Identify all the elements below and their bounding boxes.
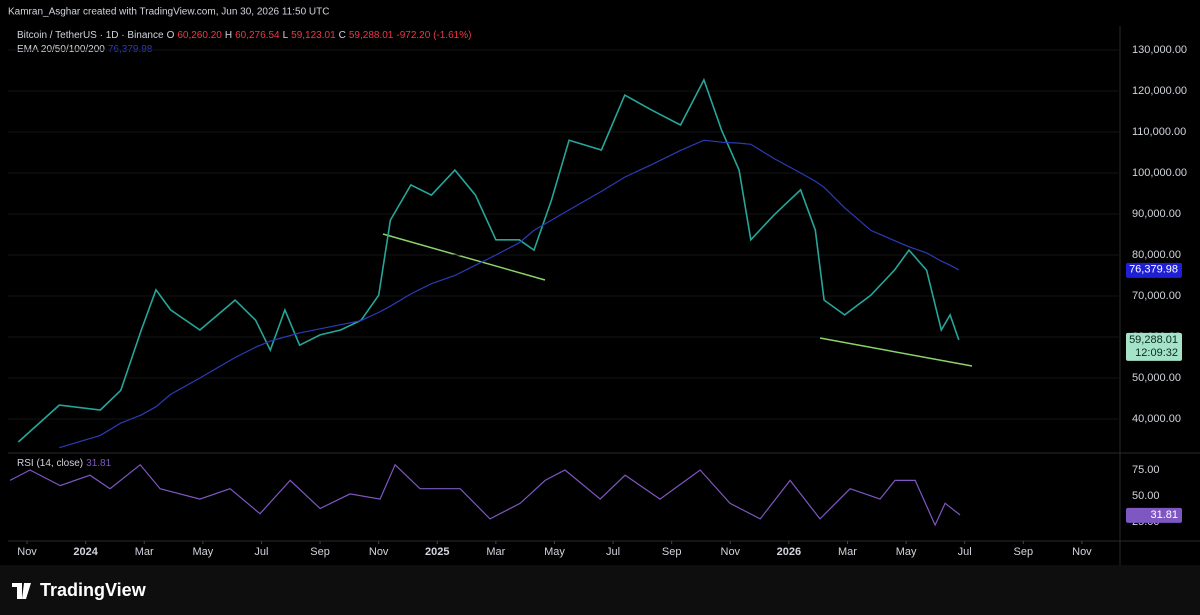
series-line <box>17 77 960 443</box>
x-tick-label: Jul <box>958 546 972 558</box>
open-label: O <box>167 30 175 41</box>
high-label: H <box>225 30 232 41</box>
y-tick-label: 50,000.00 <box>1132 372 1181 384</box>
close-label: C <box>339 30 346 41</box>
trendline <box>382 233 546 281</box>
high-value: 60,276.54 <box>235 30 280 41</box>
x-tick-label: Nov <box>721 546 741 558</box>
trendline <box>819 337 973 367</box>
y-tick-label: 70,000.00 <box>1132 290 1181 302</box>
x-tick-label: Nov <box>17 546 37 558</box>
y-tick-label: 100,000.00 <box>1132 167 1187 179</box>
legend-row: EMA 20/50/100/200 76,379.98 <box>17 44 153 55</box>
rsi-label: RSI (14, close) <box>17 458 83 469</box>
x-tick-label: Sep <box>1014 546 1034 558</box>
x-tick-label: Mar <box>135 546 154 558</box>
price-tag <box>1126 507 1182 523</box>
y-tick-label: 130,000.00 <box>1132 44 1187 56</box>
price-tag-text: 12:09:32 <box>1135 347 1178 359</box>
ema-value: 76,379.98 <box>108 44 153 55</box>
price-tag-text: 59,288.01 <box>1129 334 1178 346</box>
price-tag-text: 31.81 <box>1150 509 1178 521</box>
y-tick-label: 40,000.00 <box>1132 413 1181 425</box>
ema-label: EMA 20/50/100/200 <box>17 44 105 55</box>
open-value: 60,260.20 <box>177 30 222 41</box>
series-line <box>59 139 960 449</box>
legend-row: Bitcoin / TetherUS · 1D · Binance O 60,260… <box>17 30 471 41</box>
x-tick-label: Jul <box>606 546 620 558</box>
x-tick-label: Jul <box>254 546 268 558</box>
x-tick-label: 2025 <box>425 546 449 558</box>
price-tag <box>1126 262 1182 278</box>
legend-row: RSI (14, close) 31.81 <box>17 458 112 469</box>
x-tick-label: Sep <box>662 546 682 558</box>
footer-bar <box>0 565 1200 615</box>
y-tick-label: 80,000.00 <box>1132 249 1181 261</box>
price-tag <box>1126 332 1182 361</box>
brand-logo <box>12 583 31 599</box>
x-tick-label: Nov <box>1072 546 1092 558</box>
x-tick-label: 2026 <box>777 546 801 558</box>
series-line <box>9 463 961 527</box>
symbol: Bitcoin / TetherUS · 1D · Binance <box>17 30 164 41</box>
x-tick-label: Nov <box>369 546 389 558</box>
x-tick-label: May <box>896 546 917 558</box>
x-tick-label: May <box>192 546 213 558</box>
x-tick-label: Mar <box>838 546 857 558</box>
change-value: -972.20 (-1.61%) <box>396 30 471 41</box>
x-tick-label: 2024 <box>73 546 98 558</box>
x-tick-label: Sep <box>310 546 330 558</box>
y-tick-label: 110,000.00 <box>1132 126 1186 138</box>
x-tick-label: May <box>544 546 565 558</box>
y-tick-label: 90,000.00 <box>1132 208 1181 220</box>
price-tag-text: 76,379.98 <box>1129 264 1178 276</box>
low-label: L <box>283 30 289 41</box>
close-value: 59,288.01 <box>349 30 394 41</box>
brand-name: TradingView <box>40 580 147 600</box>
low-value: 59,123.01 <box>291 30 336 41</box>
author-line: Kamran_Asghar created with TradingView.c… <box>8 7 329 18</box>
y-tick-label: 120,000.00 <box>1132 85 1187 97</box>
y-tick-label: 50.00 <box>1132 490 1160 502</box>
y-tick-label: 75.00 <box>1132 464 1160 476</box>
x-tick-label: Mar <box>486 546 505 558</box>
rsi-value: 31.81 <box>86 458 111 469</box>
